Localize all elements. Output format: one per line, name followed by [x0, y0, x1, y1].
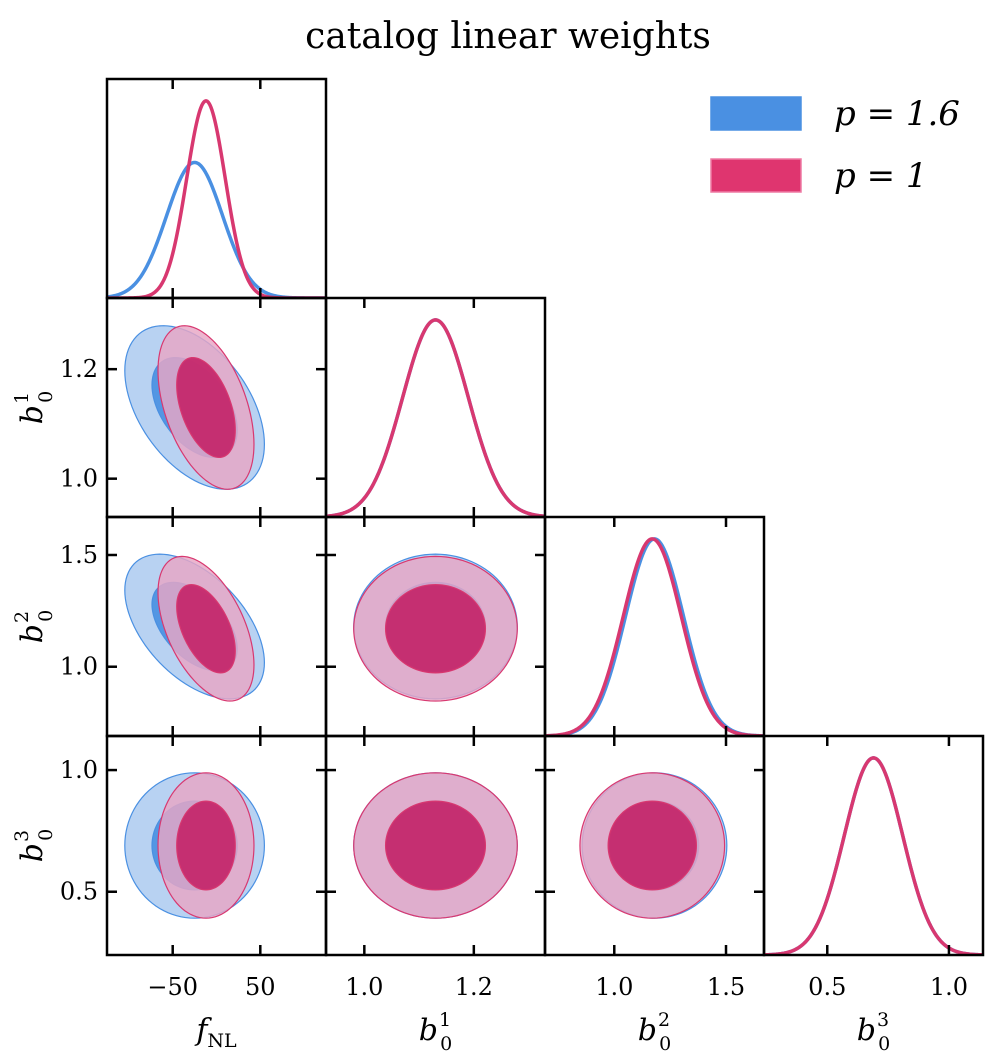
axis-label-b01: b1 0 [11, 391, 57, 424]
x-tick-label: −50 [147, 973, 198, 1001]
y-tick-label: 1.0 [60, 465, 98, 493]
panel-frame [324, 296, 547, 519]
panel-b03-b03 [762, 734, 985, 957]
y-tick-label: 1.0 [60, 756, 98, 784]
axis-labels: fNL b1 0 b2 0 b3 0 b1 0 b2 0 b3 0 [11, 391, 890, 1055]
panel-b01-b03 [324, 734, 547, 957]
axis-label-b03: b3 0 [11, 829, 57, 862]
x-tick-label: 1.5 [707, 973, 745, 1001]
pdf-curve-p1 [764, 756, 983, 955]
x-tick-label: 1.2 [455, 973, 493, 1001]
panel-frame [543, 515, 766, 738]
x-tick-label: 1.0 [930, 973, 968, 1001]
y-tick-label: 1.2 [60, 355, 98, 383]
axis-label-b03: b3 0 [857, 1009, 890, 1055]
panel-frame [762, 734, 985, 957]
panel-b01-b01 [324, 296, 547, 519]
contour-68-p1 [607, 800, 698, 891]
y-tick-label: 1.5 [60, 541, 98, 569]
panel-fNL-fNL [105, 77, 328, 300]
contour-68-p1 [176, 583, 236, 674]
panel-b01-b02 [324, 515, 547, 738]
y-tick-label: 0.5 [60, 878, 98, 906]
x-tick-label: 0.5 [808, 973, 846, 1001]
panels [105, 77, 985, 957]
panel-frame [105, 77, 328, 300]
legend-label: p = 1.6 [834, 94, 960, 134]
tick-labels: −50 50 1.0 1.2 1.0 1.5 0.5 1.0 1.0 1.2 1.0 1.5 0.5 1.… [60, 355, 968, 1001]
x-tick-label: 1.0 [345, 973, 383, 1001]
pdf-curve-p1 [326, 318, 545, 517]
chart-title: catalog linear weights [305, 16, 711, 57]
pdf-curve-p16 [764, 756, 983, 955]
pdf-curve-p16 [545, 537, 764, 736]
axis-label-b02: b2 0 [638, 1009, 671, 1055]
pdf-curve-p1 [545, 537, 764, 736]
legend: p = 1.6 p = 1 [710, 94, 960, 196]
pdf-curve-p16 [326, 318, 545, 517]
x-tick-label: 50 [245, 973, 276, 1001]
panel-b02-b02 [543, 515, 766, 738]
axis-label-b01: b1 0 [419, 1009, 452, 1055]
panel-fNL-b03 [105, 734, 328, 957]
legend-label: p = 1 [834, 156, 928, 196]
legend-swatch [710, 96, 802, 131]
pdf-curve-p16 [107, 160, 326, 298]
contour-68-p1 [384, 583, 487, 674]
panel-fNL-b01 [105, 296, 328, 519]
contour-68-p1 [176, 800, 236, 891]
panel-b02-b03 [543, 734, 766, 957]
axis-label-b02: b2 0 [11, 610, 57, 643]
contour-68-p1 [176, 356, 236, 459]
panel-fNL-b02 [105, 515, 328, 738]
x-tick-label: 1.0 [595, 973, 633, 1001]
y-tick-label: 1.0 [60, 653, 98, 681]
axis-label-fNL: fNL [194, 1013, 237, 1052]
legend-swatch [710, 158, 802, 193]
contour-68-p1 [384, 800, 487, 891]
